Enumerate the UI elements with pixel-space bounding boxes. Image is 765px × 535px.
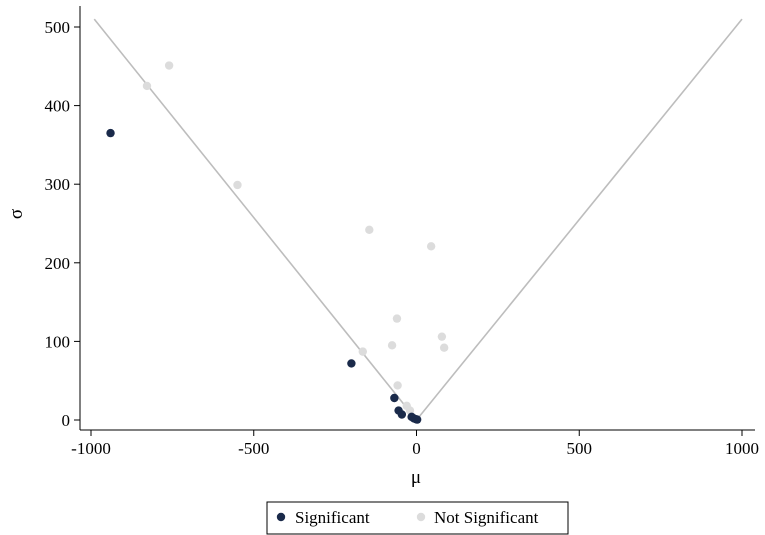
- legend-marker-significant: [276, 512, 286, 522]
- y-tick-label: 300: [45, 175, 71, 194]
- significant-point-3: [390, 393, 399, 403]
- reference-lines: [93, 18, 743, 421]
- not-significant-point-4: [365, 225, 374, 234]
- legend-label-not-significant: Not Significant: [434, 508, 539, 527]
- axes: -1000 -500 0 500 1000 0 100 200 300 400 500: [45, 6, 759, 458]
- x-tick-label: 1000: [725, 439, 759, 458]
- reference-line-2: [415, 18, 743, 421]
- not-significant-point-7: [437, 332, 447, 341]
- not-significant-point-13: [405, 406, 415, 415]
- not-significant-point-6: [392, 314, 402, 323]
- not-significant-point-5: [426, 242, 436, 251]
- not-significant-point-11: [393, 381, 402, 390]
- legend-marker-not-significant: [416, 512, 426, 522]
- y-tick-label: 200: [45, 254, 71, 273]
- not-significant-point-9: [387, 341, 397, 350]
- significant-point-2: [347, 359, 356, 368]
- legend: Significant Not Significant: [266, 501, 569, 535]
- significant-point-9: [412, 415, 422, 424]
- significant-point-1: [106, 128, 115, 138]
- legend-label-significant: Significant: [295, 508, 370, 527]
- x-axis-title: μ: [411, 467, 421, 488]
- y-axis-title: σ: [6, 209, 27, 219]
- not-significant-point-10: [358, 347, 367, 356]
- data-points: [106, 61, 449, 424]
- y-tick-label: 100: [45, 332, 71, 351]
- x-tick-label: -500: [238, 439, 269, 458]
- significant-point-5: [397, 410, 407, 419]
- x-tick-label: 0: [412, 439, 421, 458]
- not-significant-point-3: [233, 180, 242, 190]
- y-tick-label: 0: [62, 411, 71, 430]
- y-tick-label: 500: [45, 18, 71, 37]
- x-tick-label: 500: [567, 439, 593, 458]
- not-significant-point-8: [439, 343, 449, 352]
- x-tick-label: -1000: [71, 439, 111, 458]
- not-significant-point-1: [142, 81, 152, 91]
- y-tick-label: 400: [45, 97, 71, 116]
- not-significant-point-2: [164, 61, 174, 70]
- reference-line-1: [93, 18, 418, 421]
